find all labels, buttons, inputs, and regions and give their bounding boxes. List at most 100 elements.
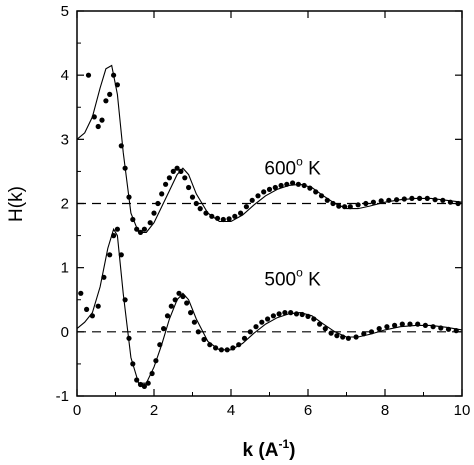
series-2-point (195, 329, 201, 335)
y-tick-label-3: 2 (61, 196, 69, 213)
series-2-point (188, 310, 194, 316)
x-axis-title-end: ) (289, 440, 295, 461)
series-2-point (293, 311, 300, 317)
series-0-point (432, 197, 438, 203)
series-2-point (107, 252, 113, 258)
series-0-point (278, 182, 284, 189)
series-0-point (178, 168, 184, 174)
series-2-point (161, 326, 167, 332)
series-0-point (99, 117, 105, 123)
series-0-point (147, 220, 153, 226)
series-0-point (290, 180, 296, 186)
series-0-point (363, 200, 369, 207)
series-0-point (155, 200, 161, 207)
annotation-main: 600 (264, 159, 296, 180)
series-0-point (249, 197, 255, 203)
annotation-t600: 600o K (264, 155, 321, 180)
series-0-point (95, 123, 101, 130)
series-2-point (191, 319, 197, 325)
x-tick-label-5: 10 (454, 402, 471, 419)
series-2-point (176, 290, 182, 296)
series-0-point (330, 200, 336, 207)
series-0-point (238, 210, 244, 216)
series-0-point (370, 199, 376, 205)
series-2-point (201, 336, 207, 343)
x-axis-title-sup: -1 (278, 437, 289, 451)
series-2-point (114, 226, 120, 232)
series-2-point (334, 333, 340, 339)
annotation-sup: o (296, 155, 303, 169)
y-tick-label-1: 0 (61, 324, 69, 341)
series-0-point (226, 216, 232, 222)
series-0-point (159, 191, 165, 197)
series-2-point (168, 303, 174, 309)
series-2-point (84, 306, 90, 312)
plot-frame (76, 10, 463, 397)
x-tick-label-4: 8 (381, 402, 389, 419)
series-0-point (189, 194, 196, 200)
series-2-point (241, 335, 248, 341)
series-0-point (107, 91, 113, 97)
series-0-point (355, 202, 361, 208)
series-2-point (392, 322, 398, 328)
series-0-point (272, 184, 278, 191)
series-0-point (266, 186, 273, 192)
y-tick-label-4: 3 (61, 131, 69, 148)
series-0-point (170, 168, 176, 174)
y-tick-label-5: 4 (61, 67, 69, 84)
y-axis-ticks: -1 0 1 2 3 4 5 (56, 3, 462, 405)
series-2-point (322, 326, 328, 332)
series-2-point (270, 313, 276, 319)
y-tick-label-2: 1 (61, 260, 69, 277)
annotation-end: K (303, 159, 321, 180)
reference-lines (77, 202, 462, 333)
annotation-sup: o (296, 266, 303, 280)
x-tick-label-0: 0 (73, 402, 81, 419)
x-tick-label-3: 6 (304, 402, 312, 419)
series-2-point (376, 326, 382, 332)
series-0-point (151, 210, 157, 216)
series-2-point (184, 300, 190, 306)
series-0-point (85, 72, 92, 78)
y-axis-title: H(k) (6, 186, 27, 222)
series-3-curve (76, 227, 463, 384)
series-2-point (399, 321, 405, 327)
series-0-point (174, 165, 180, 171)
series-2-point (384, 324, 390, 330)
series-2-point (276, 311, 282, 317)
x-axis-ticks: 0 2 4 6 8 10 (73, 11, 471, 419)
y-tick-label-6: 5 (61, 3, 69, 20)
annotation-t500: 500o K (264, 266, 321, 291)
series-0-point (220, 216, 226, 223)
series-2-point (265, 316, 271, 322)
series-0-point (103, 98, 109, 104)
series-2-point (141, 383, 147, 389)
x-axis-title-main: k (A (243, 440, 279, 461)
series-0-point (141, 226, 147, 232)
annotation-main: 500 (264, 270, 296, 291)
series-0-point (318, 193, 325, 199)
series-2-point (95, 303, 101, 309)
series-2-point (89, 313, 95, 319)
series-0-point (347, 204, 353, 210)
series-0-point (163, 181, 169, 187)
series-0-point (193, 200, 199, 207)
annotation-end: K (303, 270, 321, 291)
series-0-point (166, 175, 172, 181)
series-2-point (328, 330, 334, 336)
series-0-point (255, 193, 261, 199)
series-0-point (197, 206, 203, 212)
series-2-point (78, 290, 84, 296)
series-0-point (232, 213, 238, 219)
series-0-point (243, 204, 249, 210)
series-0-point (261, 189, 267, 195)
x-tick-label-1: 2 (150, 402, 158, 419)
series-0-point (182, 175, 188, 181)
y-tick-label-0: -1 (56, 388, 69, 405)
series-0-point (378, 198, 384, 204)
series-2-point (164, 313, 171, 319)
x-tick-label-2: 4 (227, 402, 235, 419)
series-2-point (282, 310, 288, 316)
series-2-point (247, 329, 253, 335)
